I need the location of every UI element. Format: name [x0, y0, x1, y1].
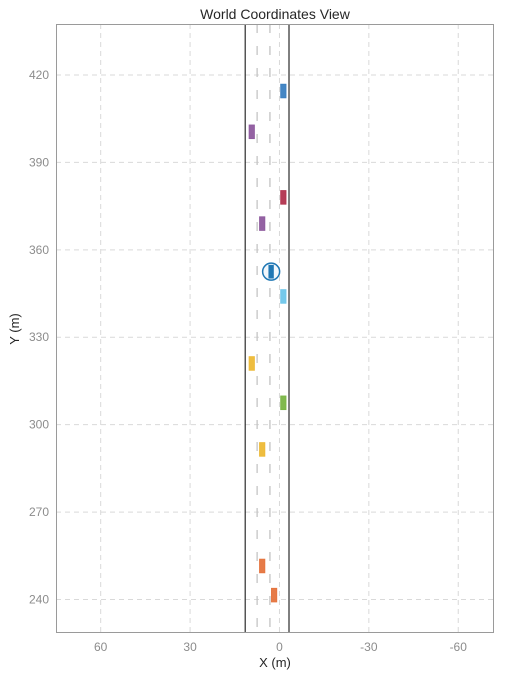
- plot-area[interactable]: [56, 24, 494, 633]
- vehicle-marker: [280, 83, 287, 99]
- x-tick-label: 60: [94, 640, 108, 654]
- y-tick-label: 270: [29, 505, 49, 519]
- vehicles: [248, 83, 287, 603]
- vehicle-marker: [259, 558, 266, 574]
- road: [244, 24, 290, 633]
- vehicle-marker: [259, 216, 266, 231]
- y-tick-labels: 240 270 300 330 360 390 420: [29, 68, 49, 606]
- plot-frame: [56, 24, 494, 633]
- x-tick-label: 0: [276, 640, 283, 654]
- y-tick-label: 330: [29, 330, 49, 344]
- vehicle-marker: [248, 356, 255, 371]
- y-tick-label: 240: [29, 592, 49, 606]
- vehicle-marker: [259, 442, 266, 457]
- x-tick-labels: 60 30 0 -30 -60: [94, 640, 467, 654]
- y-tick-label: 360: [29, 243, 49, 257]
- ego-vehicle-marker: [268, 264, 274, 279]
- ego-vehicle-group: [261, 262, 281, 281]
- x-tick-label: -60: [450, 640, 468, 654]
- x-tick-label: -30: [360, 640, 378, 654]
- x-axis-label: X (m): [259, 655, 291, 670]
- vehicle-marker: [280, 289, 287, 304]
- chart-title: World Coordinates View: [200, 6, 351, 22]
- vehicle-marker: [271, 587, 278, 603]
- x-tick-label: 30: [183, 640, 197, 654]
- y-axis-label: Y (m): [7, 313, 22, 345]
- y-tick-label: 420: [29, 68, 49, 82]
- vehicle-marker: [280, 395, 287, 411]
- y-tick-label: 390: [29, 155, 49, 169]
- y-tick-label: 300: [29, 418, 49, 432]
- vehicle-marker: [248, 124, 255, 140]
- grid-lines: [56, 24, 494, 633]
- vehicle-marker: [280, 190, 287, 205]
